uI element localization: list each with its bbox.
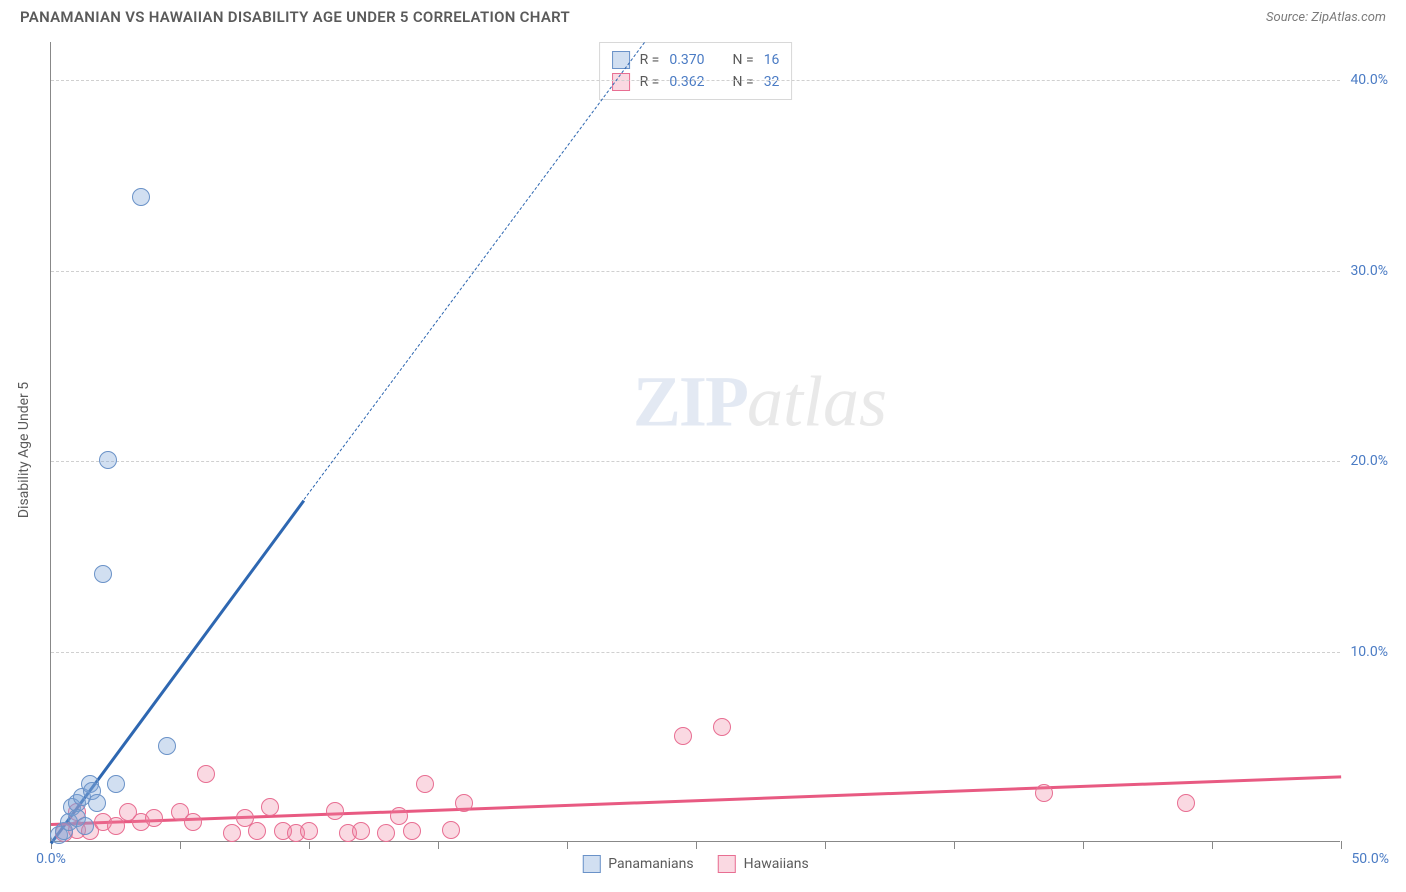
data-point-hawaiians (416, 775, 434, 793)
y-tick-label: 20.0% (1350, 453, 1388, 469)
data-point-panamanians (107, 775, 125, 793)
r-value: 0.370 (669, 52, 704, 68)
x-tick-label: 0.0% (36, 851, 66, 867)
data-point-hawaiians (184, 813, 202, 831)
n-value: 16 (764, 52, 780, 68)
watermark-zip: ZIP (633, 361, 747, 441)
data-point-panamanians (132, 188, 150, 206)
gridline (51, 271, 1340, 272)
y-tick-label: 30.0% (1350, 263, 1388, 279)
data-point-hawaiians (674, 727, 692, 745)
data-point-hawaiians (223, 824, 241, 842)
data-point-hawaiians (377, 824, 395, 842)
plot-area: ZIPatlas R = 0.370 N = 16 R = 0.362 N = … (50, 42, 1340, 842)
x-tick (954, 841, 955, 849)
gridline (51, 80, 1340, 81)
chart-header: PANAMANIAN VS HAWAIIAN DISABILITY AGE UN… (0, 0, 1406, 30)
x-tick (696, 841, 697, 849)
bottom-legend: Panamanians Hawaiians (582, 855, 808, 873)
legend-label: Panamanians (608, 856, 693, 872)
data-point-hawaiians (1177, 794, 1195, 812)
data-point-hawaiians (1035, 784, 1053, 802)
n-value: 32 (764, 74, 780, 90)
r-label: R = (640, 52, 660, 68)
data-point-hawaiians (261, 798, 279, 816)
data-point-panamanians (76, 817, 94, 835)
data-point-hawaiians (248, 822, 266, 840)
data-point-hawaiians (197, 765, 215, 783)
x-tick (1341, 841, 1342, 849)
x-tick (567, 841, 568, 849)
x-tick-label: 50.0% (1351, 851, 1389, 867)
x-tick (438, 841, 439, 849)
gridline (51, 461, 1340, 462)
n-label: N = (733, 74, 754, 90)
legend-swatch-hawaiians (718, 855, 736, 873)
y-tick-label: 10.0% (1350, 644, 1388, 660)
chart-source: Source: ZipAtlas.com (1266, 10, 1386, 25)
legend-item-hawaiians: Hawaiians (718, 855, 809, 873)
y-axis-label: Disability Age Under 5 (16, 382, 32, 518)
data-point-hawaiians (442, 821, 460, 839)
r-value: 0.362 (669, 74, 704, 90)
x-tick (1083, 841, 1084, 849)
data-point-hawaiians (352, 822, 370, 840)
data-point-hawaiians (455, 794, 473, 812)
y-tick-label: 40.0% (1350, 72, 1388, 88)
data-point-hawaiians (403, 822, 421, 840)
legend-swatch-panamanians (582, 855, 600, 873)
legend-label: Hawaiians (744, 856, 809, 872)
data-point-hawaiians (390, 807, 408, 825)
data-point-hawaiians (145, 809, 163, 827)
data-point-panamanians (99, 451, 117, 469)
data-point-hawaiians (713, 718, 731, 736)
stats-box: R = 0.370 N = 16 R = 0.362 N = 32 (599, 42, 793, 100)
data-point-hawaiians (300, 822, 318, 840)
chart-container: Disability Age Under 5 ZIPatlas R = 0.37… (50, 42, 1380, 842)
x-tick (180, 841, 181, 849)
r-label: R = (640, 74, 660, 90)
chart-title: PANAMANIAN VS HAWAIIAN DISABILITY AGE UN… (20, 8, 570, 26)
n-label: N = (733, 52, 754, 68)
data-point-panamanians (88, 794, 106, 812)
stats-row-hawaiians: R = 0.362 N = 32 (612, 71, 780, 93)
x-tick (309, 841, 310, 849)
data-point-panamanians (94, 565, 112, 583)
watermark-atlas: atlas (747, 361, 887, 441)
data-point-hawaiians (326, 802, 344, 820)
legend-item-panamanians: Panamanians (582, 855, 693, 873)
gridline (51, 652, 1340, 653)
watermark: ZIPatlas (633, 360, 887, 443)
x-tick (825, 841, 826, 849)
x-tick (1212, 841, 1213, 849)
data-point-panamanians (158, 737, 176, 755)
